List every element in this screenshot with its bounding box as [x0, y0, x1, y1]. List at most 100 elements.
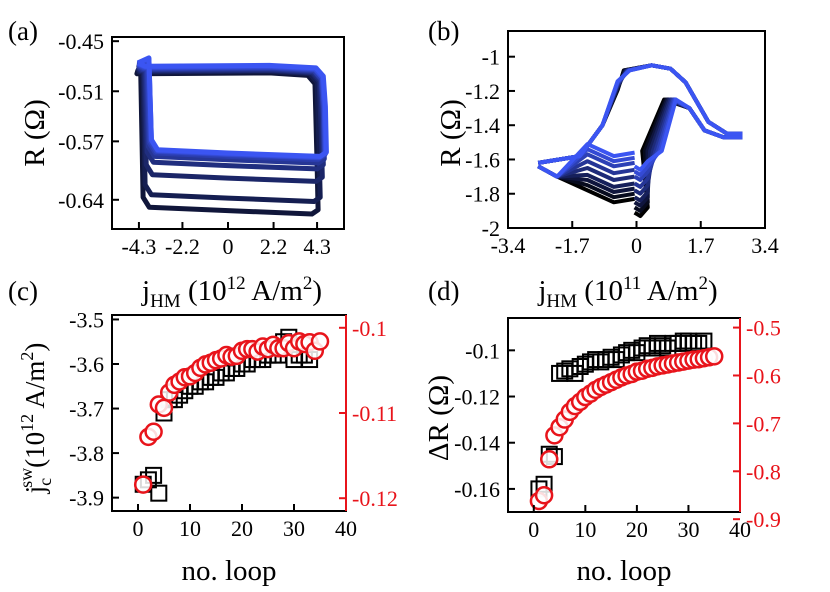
y-tick-label: -3.8 [69, 441, 104, 466]
hysteresis-upper-branch [537, 63, 743, 165]
label-part: A/m [641, 275, 699, 307]
y-tick-label: -0.1 [465, 338, 500, 363]
hysteresis-upper-branch [537, 63, 743, 165]
panel-label: (a) [8, 16, 38, 46]
y-tick-label: -0.45 [58, 29, 104, 54]
y-tick-label: -1.8 [465, 182, 500, 207]
x-tick-label: -3.4 [491, 233, 526, 258]
label-part: (10 [577, 275, 623, 307]
data-point-circle [310, 332, 330, 351]
hysteresis-upper-branch [537, 63, 743, 165]
y-axis-label: R (Ω) [19, 99, 51, 166]
x-tick-label: 0 [528, 517, 539, 542]
label-part: 12 [17, 414, 37, 432]
x-tick-label: 2.2 [260, 234, 288, 259]
hysteresis-lower-branch [537, 142, 635, 179]
hysteresis-lower-branch [633, 97, 743, 172]
y-axis-label: ΔR (Ω) [423, 375, 455, 461]
label-part: HM [150, 291, 181, 312]
x-tick-label: 4.3 [303, 234, 331, 259]
x-tick-label: 0 [133, 516, 144, 541]
y-tick-label: -1.2 [465, 79, 500, 104]
data-point-circle [133, 475, 153, 494]
x-axis-label: no. loop [576, 555, 671, 587]
panel-label: (c) [8, 276, 38, 306]
label-part: ) [708, 275, 718, 307]
x-axis-label: jHM (1011 A/m2) [537, 273, 717, 312]
data-point-square [145, 466, 163, 484]
y-axis-label: jcsw(1012 A/m2) [16, 343, 55, 495]
label-part: A/m [246, 275, 304, 307]
label-part: 12 [227, 273, 246, 294]
label-part: c [35, 478, 55, 486]
x-axis-label: no. loop [181, 555, 276, 587]
y2-tick-label: -0.1 [352, 316, 387, 341]
data-point-square [150, 484, 168, 502]
data-point-square [207, 368, 225, 386]
panel-a: (a) -4.3 -2.2 0 2.2 4.3 -0.45 -0.51 -0.57 -0.64 jH… [8, 16, 345, 312]
y-tick-label: -0.14 [454, 431, 500, 456]
x-tick-label: -4.3 [122, 234, 157, 259]
label-part: j [20, 486, 50, 495]
x-tick-label: 1.7 [687, 233, 715, 258]
panel-label: (d) [428, 276, 459, 306]
y-tick-label: -1.4 [465, 113, 500, 138]
x-tick-label: 40 [729, 517, 751, 542]
y-tick-label: -2 [482, 216, 500, 241]
panel-c: (c) 0 10 20 30 40 -3.5 -3.6 -3.7 -3.8 -3.9 -0.1 -0.1… [8, 276, 398, 587]
label-part: HM [546, 291, 577, 312]
x-tick-label: 30 [677, 517, 699, 542]
hysteresis-upper-branch [537, 63, 743, 165]
data-point-circle [539, 450, 559, 469]
label-part: j [141, 275, 150, 307]
x-tick-label: 40 [335, 516, 357, 541]
data-point-circle [534, 485, 554, 505]
hysteresis-lower-branch [633, 97, 743, 203]
x-tick-label: 0 [223, 234, 234, 259]
data-point-square [695, 332, 713, 350]
hysteresis-upper-branch [537, 63, 743, 165]
label-part: (10 [20, 432, 50, 468]
x-tick-label: 3.4 [751, 233, 779, 258]
y2-tick-label: -0.9 [746, 507, 781, 532]
hysteresis-loop [134, 62, 321, 217]
y-tick-label: -0.16 [454, 477, 500, 502]
y-tick-label: -0.51 [58, 79, 104, 104]
label-part: 2 [698, 273, 708, 294]
x-tick-label: -1.7 [555, 233, 590, 258]
panel-d: (d) 0 10 20 30 40 -0.1 -0.12 -0.14 -0.16 -0.5 -0.6 -… [423, 276, 781, 587]
y2-tick-label: -0.8 [746, 459, 781, 484]
x-tick-label: -2.2 [165, 234, 200, 259]
y-axis-label: R (Ω) [435, 99, 467, 166]
data-point-circle [154, 398, 174, 418]
hysteresis-upper-branch [537, 63, 743, 165]
x-tick-label: 10 [179, 516, 201, 541]
panel-label: (b) [428, 16, 459, 46]
label-part: 2 [303, 273, 313, 294]
hysteresis-upper-branch [537, 63, 743, 165]
y-tick-label: -0.64 [58, 188, 104, 213]
x-axis-label: jHM (1012 A/m2) [141, 273, 322, 312]
label-part: A/m [20, 361, 50, 414]
y2-tick-label: -0.7 [746, 411, 781, 436]
y2-tick-label: -0.6 [746, 363, 781, 388]
label-part: ) [20, 343, 50, 352]
label-part: ) [312, 275, 322, 307]
y-tick-label: -0.12 [454, 385, 500, 410]
y-tick-label: -0.57 [58, 129, 104, 154]
hysteresis-loop [136, 55, 329, 159]
data-point-circle [144, 422, 163, 441]
data-point-circle [704, 347, 724, 366]
y2-tick-label: -0.11 [352, 401, 397, 426]
panel-b: (b) -3.4 -1.7 0 1.7 3.4 -1 -1.2 -1.4 -1.6 -1.8 -2 jH… [428, 16, 779, 312]
y-tick-label: -3.7 [69, 397, 104, 422]
y-tick-label: -3.5 [69, 307, 104, 332]
label-part: sw [16, 468, 36, 488]
x-tick-label: 10 [574, 517, 596, 542]
y2-tick-label: -0.5 [746, 316, 781, 341]
hysteresis-upper-branch [537, 63, 743, 165]
y2-tick-label: -0.12 [352, 486, 398, 511]
label-part: 11 [623, 273, 641, 294]
label-part: 2 [17, 352, 37, 361]
